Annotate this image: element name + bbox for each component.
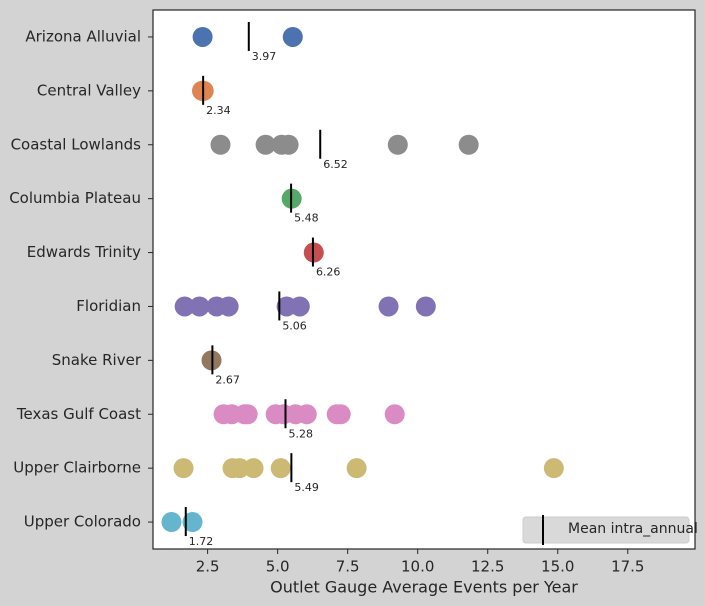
mean-label: 1.72 bbox=[189, 535, 214, 548]
point bbox=[296, 404, 317, 425]
x-tick-label: 12.5 bbox=[471, 558, 504, 576]
x-tick-label: 15.0 bbox=[541, 558, 574, 576]
legend-box bbox=[522, 516, 690, 544]
x-tick-label: 17.5 bbox=[611, 558, 644, 576]
point bbox=[378, 296, 399, 317]
y-tick-label: Texas Gulf Coast bbox=[16, 405, 141, 423]
legend-label: Mean intra_annual bbox=[568, 521, 698, 537]
point bbox=[278, 134, 299, 155]
mean-label: 5.49 bbox=[294, 481, 319, 494]
point bbox=[192, 26, 213, 47]
x-tick-label: 10.0 bbox=[401, 558, 434, 576]
point bbox=[289, 296, 310, 317]
point bbox=[282, 26, 303, 47]
mean-label: 2.34 bbox=[206, 104, 231, 117]
mean-label: 6.52 bbox=[323, 158, 348, 171]
y-tick-label: Snake River bbox=[52, 351, 142, 369]
point bbox=[543, 458, 564, 479]
point bbox=[458, 134, 479, 155]
y-tick-label: Floridian bbox=[76, 297, 141, 315]
y-tick-label: Upper Clairborne bbox=[13, 459, 141, 477]
point bbox=[218, 296, 239, 317]
x-tick-label: 5.0 bbox=[266, 558, 290, 576]
point bbox=[161, 512, 182, 533]
y-tick-label: Arizona Alluvial bbox=[25, 27, 141, 45]
x-tick-label: 7.5 bbox=[336, 558, 360, 576]
point bbox=[330, 404, 351, 425]
mean-label: 5.48 bbox=[294, 212, 319, 225]
mean-label: 6.26 bbox=[316, 266, 341, 279]
point bbox=[255, 134, 276, 155]
point bbox=[210, 134, 231, 155]
point bbox=[173, 458, 194, 479]
point bbox=[346, 458, 367, 479]
point bbox=[387, 134, 408, 155]
point bbox=[270, 458, 291, 479]
mean-label: 5.06 bbox=[282, 319, 307, 332]
y-tick-label: Edwards Trinity bbox=[27, 243, 141, 261]
mean-label: 5.28 bbox=[288, 427, 313, 440]
mean-label: 2.67 bbox=[215, 373, 240, 386]
y-tick-label: Coastal Lowlands bbox=[11, 135, 142, 153]
point bbox=[384, 404, 405, 425]
x-axis-label: Outlet Gauge Average Events per Year bbox=[270, 578, 578, 597]
x-tick-label: 2.5 bbox=[196, 558, 220, 576]
point bbox=[189, 296, 210, 317]
point bbox=[415, 296, 436, 317]
y-tick-label: Central Valley bbox=[37, 81, 141, 99]
point bbox=[229, 458, 250, 479]
y-tick-label: Columbia Plateau bbox=[9, 189, 141, 207]
point bbox=[174, 296, 195, 317]
point bbox=[243, 458, 264, 479]
point bbox=[237, 404, 258, 425]
mean-label: 3.97 bbox=[252, 50, 277, 63]
point bbox=[182, 512, 203, 533]
y-tick-label: Upper Colorado bbox=[24, 513, 141, 531]
